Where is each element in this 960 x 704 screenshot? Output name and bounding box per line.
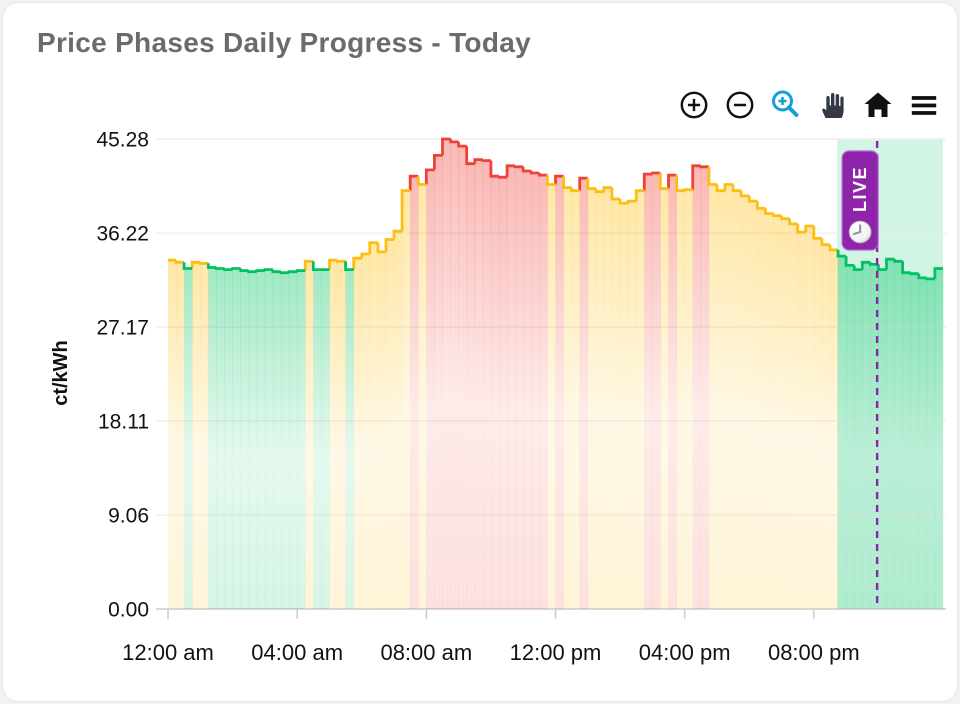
y-tick-label: 45.28	[96, 129, 149, 152]
live-badge-label: LIVE	[850, 166, 870, 212]
y-tick-label: 36.22	[96, 223, 149, 246]
zoom-in-button[interactable]	[675, 86, 713, 124]
zoom-out-button[interactable]	[721, 86, 759, 124]
home-button[interactable]	[859, 86, 897, 124]
y-tick-label: 18.11	[98, 411, 149, 434]
zoom-in-icon	[680, 91, 708, 119]
x-tick-label: 04:00 pm	[639, 640, 731, 665]
menu-icon	[911, 96, 937, 115]
pan-hand-icon	[822, 93, 844, 118]
x-tick-label: 08:00 pm	[768, 640, 860, 665]
step-line-r	[408, 137, 709, 191]
live-badge: LIVE	[841, 150, 879, 251]
zoom-out-icon	[726, 91, 754, 119]
menu-button[interactable]	[905, 86, 943, 124]
y-tick-label: 27.17	[96, 316, 149, 339]
home-icon	[864, 92, 892, 117]
chart-title: Price Phases Daily Progress - Today	[37, 27, 531, 58]
y-tick-label: 9.06	[108, 504, 149, 527]
price-phases-chart[interactable]: LIVE 0.00 9.06 18.11 27.17 36.22 45.28 12:00 a…	[3, 3, 957, 701]
clock-icon	[848, 220, 872, 244]
x-tick-label: 08:00 am	[380, 640, 472, 665]
x-tick-label: 12:00 pm	[510, 640, 602, 665]
x-tick-label: 04:00 am	[251, 640, 343, 665]
pan-button[interactable]	[813, 86, 851, 124]
y-axis-title: ct/kWh	[50, 340, 72, 406]
x-tick-label: 12:00 am	[122, 640, 214, 665]
chart-toolbar	[675, 86, 943, 124]
y-tick-label: 0.00	[108, 599, 149, 622]
box-zoom-icon	[772, 90, 799, 117]
box-zoom-button[interactable]	[767, 86, 805, 124]
step-line-y	[168, 166, 839, 271]
step-line-g	[182, 249, 943, 281]
